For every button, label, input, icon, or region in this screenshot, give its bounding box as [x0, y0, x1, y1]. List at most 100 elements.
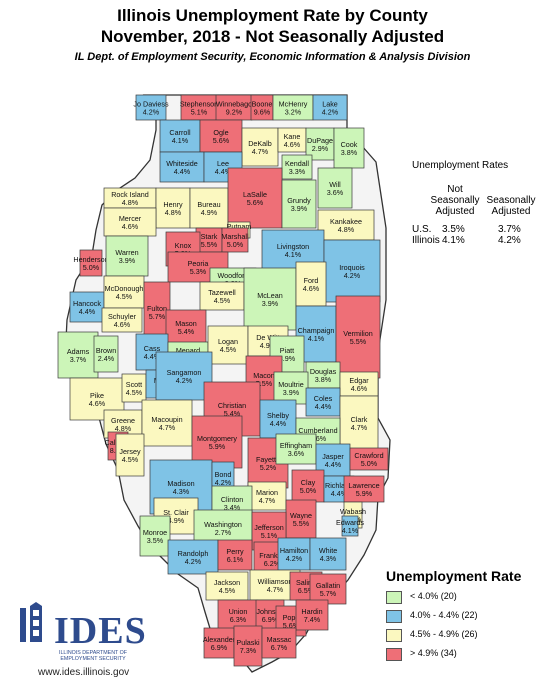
county-name: Marshall [221, 232, 249, 241]
logo-subtitle-line1: ILLINOIS DEPARTMENT OF [59, 650, 127, 656]
county-shape [333, 127, 365, 169]
county-name: Edgar [349, 376, 369, 385]
county-rate: 4.7% [252, 147, 269, 156]
county-shape [139, 515, 171, 557]
county-name: Williamson [258, 577, 293, 586]
county-name: Pike [90, 391, 104, 400]
county-name: Cumberland [298, 426, 337, 435]
county-name: Stark [201, 232, 218, 241]
county-name: Piatt [280, 346, 294, 355]
county-shape [159, 151, 205, 183]
county-name: Coles [314, 394, 333, 403]
row-illinois-nsa: 4.1% [442, 235, 465, 246]
county-rate: 5.9% [356, 489, 373, 498]
county-rate: 2.4% [98, 354, 115, 363]
county-shape [203, 151, 243, 183]
county-name: Mercer [119, 214, 142, 223]
county-rate: 4.8% [338, 225, 355, 234]
legend-title: Unemployment Rate [386, 568, 522, 584]
legend-swatch-1 [386, 591, 402, 604]
county-name: White [319, 546, 337, 555]
row-illinois-sa: 4.2% [498, 235, 521, 246]
county-name: Menard [176, 346, 200, 355]
legend-label-3: 4.5% - 4.9% (26) [410, 629, 478, 639]
county-rate: 3.4% [224, 503, 241, 512]
county-shape [105, 235, 149, 277]
county-shape [281, 154, 313, 180]
county-rate: 4.4% [325, 460, 342, 469]
county-name: Pulaski [236, 638, 260, 647]
county-rate: 9.2% [226, 108, 243, 117]
county-rate: 7.3% [240, 646, 257, 655]
county-shape [207, 325, 249, 365]
county-rate: 6.9% [262, 615, 279, 624]
county-shape [339, 371, 379, 397]
logo-subtitle-line2: EMPLOYMENT SECURITY [60, 656, 126, 662]
county-shape [261, 627, 297, 659]
county-shape [291, 469, 325, 503]
county-rate: 4.4% [144, 352, 161, 361]
county-name: McDonough [105, 284, 144, 293]
county-shape [115, 433, 145, 477]
county-rate: 5.5% [350, 337, 367, 346]
county-name: Grundy [287, 196, 311, 205]
county-name: Gallatin [316, 581, 340, 590]
county-rate: 3.2% [285, 108, 302, 117]
county-rate: 6.5% [298, 586, 315, 595]
county-name: Mason [175, 319, 197, 328]
county-rate: 3.5% [147, 536, 164, 545]
county-shape [243, 267, 297, 331]
county-name: Logan [218, 337, 238, 346]
county-name: Crawford [354, 451, 383, 460]
county-rate: 4.2% [176, 376, 193, 385]
county-shape [343, 475, 385, 503]
county-rate: 5.3% [190, 267, 207, 276]
county-shape [167, 539, 219, 575]
county-shape [349, 447, 389, 471]
county-name: Richland [325, 481, 353, 490]
map-subtitle: November, 2018 - Not Seasonally Adjusted [100, 27, 445, 46]
county-rate: 4.1% [342, 526, 359, 535]
county-name: Jo Daviess [133, 100, 169, 109]
county-shape [317, 209, 375, 241]
website-link[interactable]: www.ides.illinois.gov [38, 667, 130, 678]
county-shape [93, 335, 119, 373]
county-rate: 9.6% [254, 108, 271, 117]
county-name: Alexander [203, 635, 236, 644]
county-rate: 5.6% [247, 198, 264, 207]
county-rate: 4.8% [122, 198, 139, 207]
county-shape [233, 625, 263, 667]
county-name: Schuyler [108, 312, 137, 321]
county-rate: 6.3% [230, 615, 247, 624]
county-rate: 4.8% [115, 424, 132, 433]
county-shape [135, 94, 167, 121]
county-shape [272, 94, 314, 121]
county-name: DeKalb [248, 139, 272, 148]
county-rate: 4.8% [165, 208, 182, 217]
county-name: Rock Island [111, 190, 149, 199]
county-shape [305, 387, 341, 417]
col-header-nsa-line3: Adjusted [435, 206, 475, 217]
county-rate: 3.9% [279, 354, 296, 363]
county-name: Vermilion [343, 329, 373, 338]
